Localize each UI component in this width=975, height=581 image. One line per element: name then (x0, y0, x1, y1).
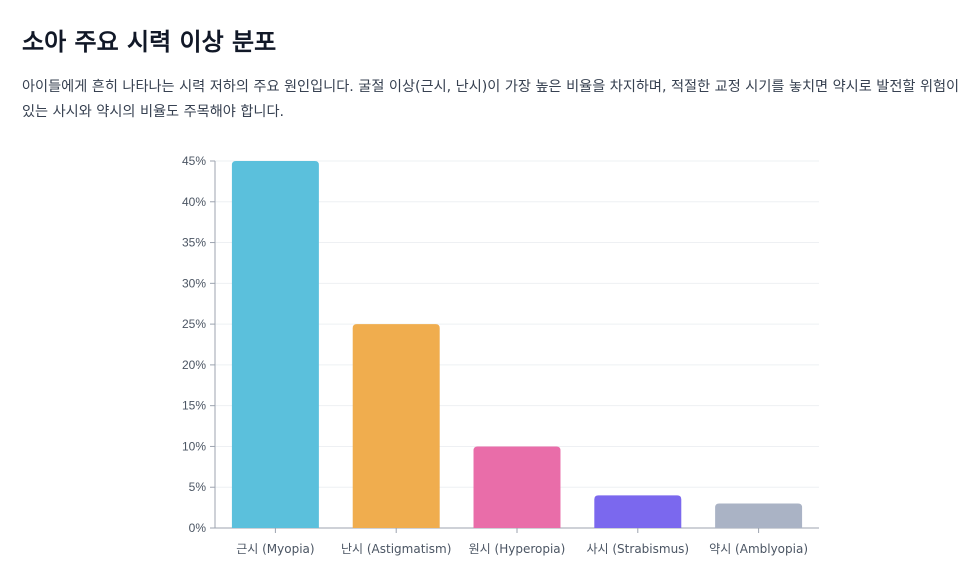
y-tick-label: 15% (182, 399, 206, 413)
x-tick-label: 원시 (Hyperopia) (469, 542, 566, 556)
y-tick-label: 45% (182, 154, 206, 168)
bar-4[interactable] (594, 495, 682, 528)
y-tick-label: 5% (189, 480, 207, 494)
y-tick-label: 35% (182, 236, 206, 250)
bar-5[interactable] (715, 503, 803, 528)
y-axis-ticks: 0% 5% 10% 15% 20% 25% 30% 35% 40% 45% (182, 154, 215, 535)
x-tick-label: 사시 (Strabismus) (586, 542, 689, 556)
y-tick-label: 20% (182, 358, 206, 372)
x-tick-label: 난시 (Astigmatism) (341, 542, 451, 556)
bar-1[interactable] (231, 161, 319, 528)
y-tick-label: 0% (189, 521, 207, 535)
y-tick-label: 30% (182, 276, 206, 290)
bar-2[interactable] (352, 324, 440, 528)
page-description: 아이들에게 흔히 나타나는 시력 저하의 주요 원인입니다. 굴절 이상(근시,… (22, 79, 960, 120)
y-tick-label: 40% (182, 195, 206, 209)
x-axis-ticks: 근시 (Myopia) 난시 (Astigmatism) 원시 (Hyperopia… (236, 528, 808, 556)
x-tick-label: 약시 (Amblyopia) (709, 541, 808, 556)
x-tick-label: 근시 (Myopia) (236, 542, 314, 556)
y-tick-label: 10% (182, 439, 206, 453)
page-title: 소아 주요 시력 이상 분포 (22, 28, 277, 56)
bar-3[interactable] (473, 446, 561, 528)
bars (231, 161, 803, 528)
y-tick-label: 25% (182, 317, 206, 331)
